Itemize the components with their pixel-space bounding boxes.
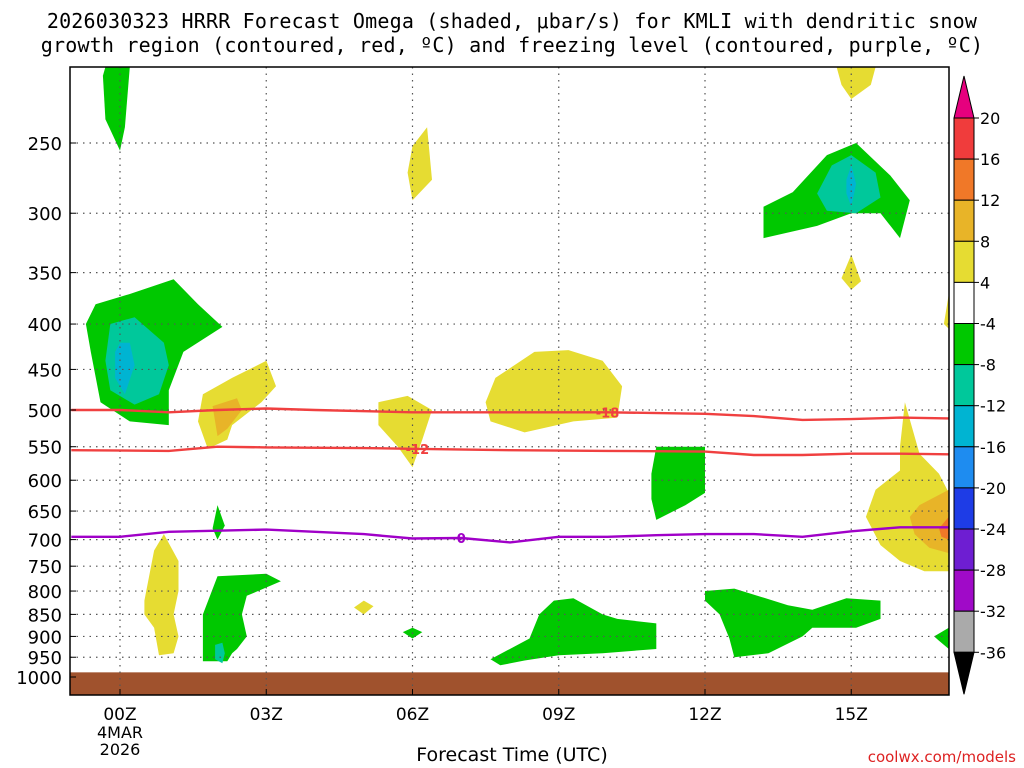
x-tick-date-0: 4MAR <box>97 723 143 742</box>
omega-region-8-5 <box>212 398 242 437</box>
y-tick-label-350: 350 <box>28 264 62 285</box>
x-tick-label-12Z: 12Z <box>688 705 721 725</box>
y-tick-label-750: 750 <box>28 557 62 578</box>
omega-region--8-20 <box>212 505 225 540</box>
omega-shaded-regions <box>70 67 949 695</box>
site-credit: coolwx.com/models <box>867 748 1016 766</box>
x-tick-label-00Z: 00Z <box>103 705 136 725</box>
x-axis-title: Forecast Time (UTC) <box>416 744 608 766</box>
y-tick-label-900: 900 <box>28 627 62 648</box>
colorbar-swatch-10 <box>953 487 975 530</box>
colorbar-swatch-9 <box>953 446 975 489</box>
colorbar-label--16: -16 <box>980 438 1006 457</box>
x-tick-label-06Z: 06Z <box>396 705 429 725</box>
colorbar-swatch-7 <box>953 364 975 407</box>
colorbar-bottom-arrow <box>953 651 975 695</box>
omega-region-8-16 <box>909 489 949 554</box>
colorbar-label--28: -28 <box>980 561 1006 580</box>
y-tick-label-500: 500 <box>28 401 62 422</box>
x-tick-label-09Z: 09Z <box>542 705 575 725</box>
colorbar-label-16: 16 <box>980 150 1000 169</box>
colorbar-label--8: -8 <box>980 356 996 375</box>
omega-region-4-19 <box>144 534 179 656</box>
omega-region-4-9 <box>836 67 876 99</box>
omega-region--8-21 <box>202 573 281 662</box>
colorbar-swatch-13 <box>953 610 975 653</box>
omega-region--16-3 <box>115 342 135 395</box>
plot-frame <box>69 66 950 696</box>
omega-region-4-8 <box>407 127 432 201</box>
omega-region-4-23 <box>354 600 374 615</box>
colorbar-label-4: 4 <box>980 273 990 292</box>
colorbar-swatch-8 <box>953 405 975 448</box>
omega-colorbar: 20 16 12 8 4 -4 -8 -12 -16 -20 -24 -28 -32 -36 <box>953 75 1006 695</box>
contour-label--12: -12 <box>406 443 430 458</box>
colorbar-label--36: -36 <box>980 643 1006 662</box>
chart-title-line-2: growth region (contoured, red, ºC) and f… <box>40 33 984 57</box>
contour-label--18: -18 <box>596 406 620 421</box>
colorbar-label-8: 8 <box>980 232 990 251</box>
y-tick-label-600: 600 <box>28 471 62 492</box>
colorbar-label--32: -32 <box>980 602 1006 621</box>
colorbar-top-arrow <box>953 75 975 119</box>
omega-region--16-13 <box>846 165 857 207</box>
contour-line--12 <box>71 445 949 457</box>
colorbar-label--20: -20 <box>980 479 1006 498</box>
surface-ground-band <box>70 672 949 695</box>
colorbar-label-20: 20 <box>980 109 1000 128</box>
colorbar-swatch-12 <box>953 569 975 612</box>
contour-line--18 <box>71 407 949 422</box>
colorbar-label--4: -4 <box>980 315 996 334</box>
colorbar-label-12: 12 <box>980 191 1000 210</box>
x-tick-label-03Z: 03Z <box>250 705 283 725</box>
omega-region--8-26 <box>705 588 881 658</box>
colorbar-swatch-5 <box>953 281 975 324</box>
colorbar-swatch-1 <box>953 117 975 160</box>
y-tick-label-550: 550 <box>28 438 62 459</box>
colorbar-swatch-3 <box>953 199 975 242</box>
colorbar-swatch-11 <box>953 528 975 571</box>
chart-title-line-1: 2026030323 HRRR Forecast Omega (shaded, … <box>46 9 978 33</box>
contour-line-0 <box>71 526 949 544</box>
y-tick-label-950: 950 <box>28 648 62 669</box>
y-tick-label-1000: 1000 <box>16 668 62 689</box>
y-tick-label-850: 850 <box>28 605 62 626</box>
dotted-gridlines <box>70 67 949 695</box>
y-tick-label-450: 450 <box>28 360 62 381</box>
colorbar-swatch-6 <box>953 323 975 366</box>
contour-label-0: 0 <box>457 532 466 547</box>
temperature-contours: -18 -12 0 <box>71 406 949 547</box>
y-axis-pressure-labels: 2503003504004505005506006507007508008509… <box>16 134 76 689</box>
y-tick-label-300: 300 <box>28 204 62 225</box>
omega-region--8-0 <box>102 67 130 151</box>
colorbar-swatch-2 <box>953 158 975 201</box>
omega-region--8-25 <box>490 598 657 666</box>
omega-region--8-14 <box>651 446 705 520</box>
y-tick-label-250: 250 <box>28 134 62 155</box>
colorbar-label--24: -24 <box>980 520 1006 539</box>
colorbar-label--12: -12 <box>980 397 1006 416</box>
omega-region--12-22 <box>215 642 225 664</box>
y-tick-label-800: 800 <box>28 582 62 603</box>
omega-region-4-18 <box>943 294 949 329</box>
y-tick-label-700: 700 <box>28 531 62 552</box>
x-tick-date-1: 2026 <box>100 740 141 759</box>
omega-region--8-27 <box>934 627 949 649</box>
colorbar-swatch-4 <box>953 240 975 283</box>
x-tick-label-15Z: 15Z <box>835 705 868 725</box>
y-tick-label-400: 400 <box>28 315 62 336</box>
y-tick-label-650: 650 <box>28 502 62 523</box>
